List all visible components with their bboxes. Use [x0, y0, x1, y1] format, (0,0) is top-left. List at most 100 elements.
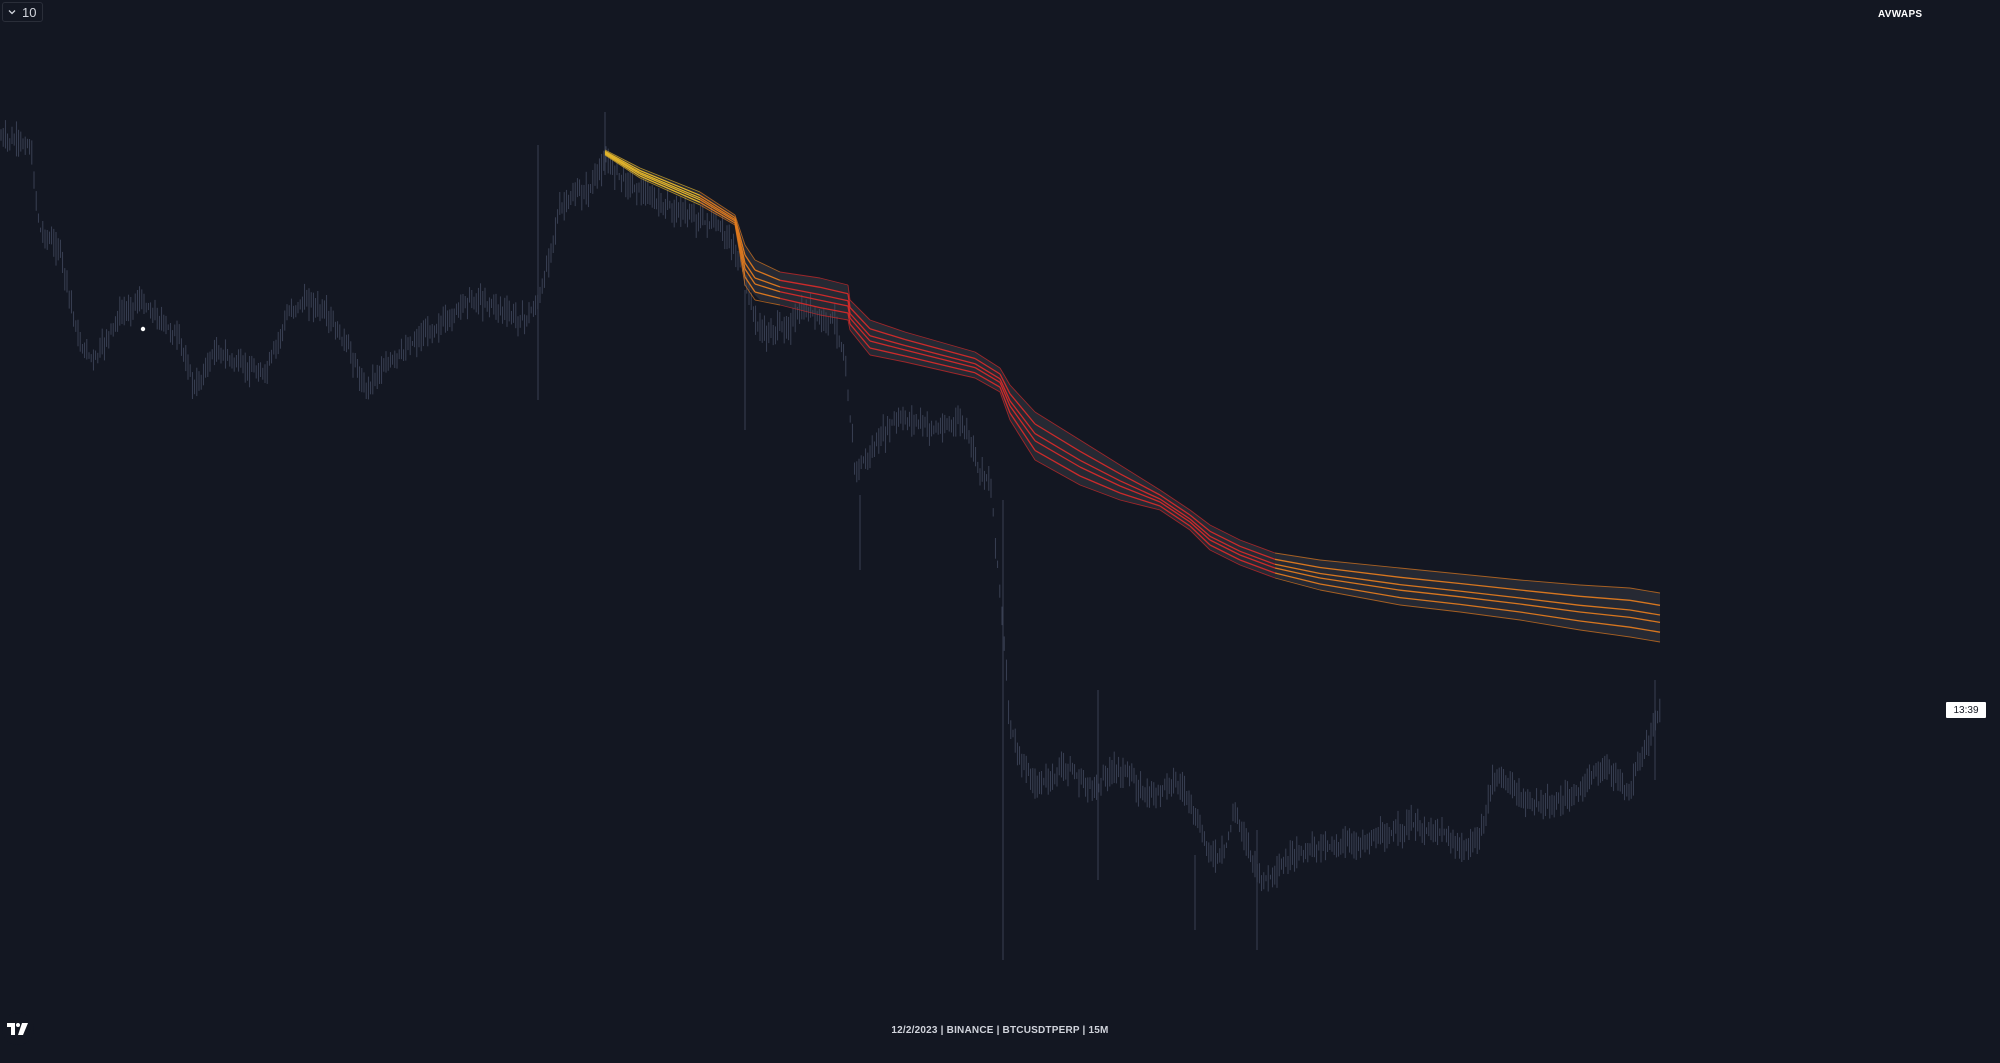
avwap-line-segment — [999, 382, 1011, 407]
avwap-line-segment — [1209, 539, 1241, 556]
avwap-line-segment — [1319, 583, 1401, 599]
avwap-line-segment — [1009, 384, 1036, 413]
avwap-line-segment — [754, 299, 781, 306]
avwap-line-segment — [639, 169, 701, 196]
avwap-line-segment — [1009, 400, 1036, 434]
avwap-line-segment — [1009, 405, 1036, 442]
avwap-line-segment — [744, 284, 756, 301]
avwap-line-segment — [779, 297, 821, 309]
avwap-line-segment — [1239, 554, 1276, 569]
avwap-line-segment — [604, 150, 641, 172]
avwap-line-segment — [1274, 558, 1321, 569]
avwap-line-segment — [1119, 480, 1161, 500]
avwap-line-segment — [1519, 589, 1581, 597]
avwap-line-segment — [1034, 459, 1081, 486]
avwap-line-segment — [754, 291, 781, 300]
avwap-line-segment — [604, 154, 641, 179]
avwap-line-segment — [744, 268, 756, 285]
avwap-line-segment — [1034, 449, 1081, 477]
avwap-line-segment — [819, 314, 849, 321]
avwap-line-segment — [779, 279, 821, 288]
avwap-line-segment — [1159, 498, 1191, 520]
avwap-line-segment — [1239, 564, 1276, 579]
avwap-line-segment — [1079, 439, 1121, 466]
avwap-line-segment — [699, 191, 736, 216]
avwap-line-segment — [1239, 550, 1276, 565]
interval-dropdown-button[interactable]: 10 — [2, 2, 44, 22]
last-time-badge: 13:39 — [1946, 702, 1986, 718]
avwap-line-segment — [1629, 599, 1661, 606]
avwap-line-segment — [639, 177, 701, 206]
avwap-line-segment — [1459, 582, 1521, 591]
avwap-line-segment — [1629, 616, 1661, 624]
avwap-line-segment — [1579, 620, 1631, 628]
avwap-line-segment — [734, 217, 746, 256]
avwap-line-segment — [1009, 419, 1036, 461]
avwap-line-segment — [1519, 597, 1581, 606]
avwap-line-segment — [904, 338, 941, 350]
avwap-line-segment — [1399, 596, 1461, 606]
avwap-line-segment — [1274, 552, 1321, 561]
avwap-line-segment — [744, 244, 756, 261]
avwap-line-segment — [1579, 584, 1631, 589]
avwap-line-segment — [999, 391, 1011, 421]
avwap-line-segment — [939, 358, 976, 369]
avwap-line-segment — [1399, 576, 1461, 585]
avwap-line-segment — [974, 377, 1001, 393]
price-marker-dot — [140, 326, 146, 332]
avwap-line-segment — [1459, 590, 1521, 599]
avwap-line-segment — [869, 335, 906, 347]
avwap-line-segment — [1209, 549, 1241, 566]
avwap-line-segment — [869, 354, 906, 363]
avwap-line-segment — [1274, 567, 1321, 579]
avwap-line-segment — [1189, 529, 1211, 551]
avwap-line-segment — [604, 151, 641, 174]
avwap-line-segment — [779, 304, 821, 316]
avwap-line-segment — [904, 344, 941, 356]
avwap-line-segment — [869, 340, 906, 351]
avwap-line-segment — [754, 283, 781, 293]
avwap-line-segment — [819, 277, 849, 286]
avwap-line-segment — [1459, 573, 1521, 581]
avwap-line-segment — [849, 313, 871, 337]
avwap-line-segment — [699, 201, 736, 224]
avwap-line-segment — [734, 222, 746, 278]
avwap-line-segment — [819, 293, 849, 302]
avwap-line-segment — [1189, 525, 1211, 546]
avwap-line-segment — [754, 259, 781, 273]
avwap-line-segment — [744, 254, 756, 271]
avwap-line-segment — [939, 341, 976, 353]
avwap-line-segment — [1159, 509, 1191, 531]
avwap-line-segment — [1119, 485, 1161, 503]
avwap-line-segment — [1034, 433, 1081, 461]
avwap-line-segment — [869, 347, 906, 357]
avwap-line-segment — [999, 367, 1011, 386]
avwap-line-segment — [1159, 501, 1191, 523]
avwap-line-segment — [869, 328, 906, 341]
avwap-line-segment — [1579, 595, 1631, 601]
avwap-line-segment — [1189, 518, 1211, 537]
avwap-line-segment — [754, 269, 781, 281]
avwap-line-segment — [847, 284, 851, 301]
avwap-line-segment — [1319, 566, 1401, 578]
avwap-line-segment — [819, 286, 849, 295]
avwap-line-segment — [1159, 494, 1191, 516]
avwap-line-segment — [1119, 464, 1161, 491]
avwap-band-fill — [605, 150, 1660, 642]
avwap-line-segment — [904, 355, 941, 366]
avwap-line-segment — [1119, 499, 1161, 511]
avwap-line-segment — [999, 386, 1011, 414]
tradingview-logo[interactable] — [2, 1013, 34, 1045]
avwap-line-segment — [939, 348, 976, 360]
avwap-line-segment — [1034, 423, 1081, 452]
avwap-line-segment — [847, 305, 851, 319]
avwap-line-segment — [847, 293, 851, 308]
avwap-line-segment — [639, 171, 701, 199]
avwap-line-segment — [904, 349, 941, 360]
avwap-line-segment — [849, 323, 871, 349]
avwap-line-segment — [1519, 579, 1581, 586]
avwap-line-segment — [1239, 539, 1276, 554]
avwap-line-segment — [639, 175, 701, 203]
avwap-line-segment — [744, 276, 756, 293]
